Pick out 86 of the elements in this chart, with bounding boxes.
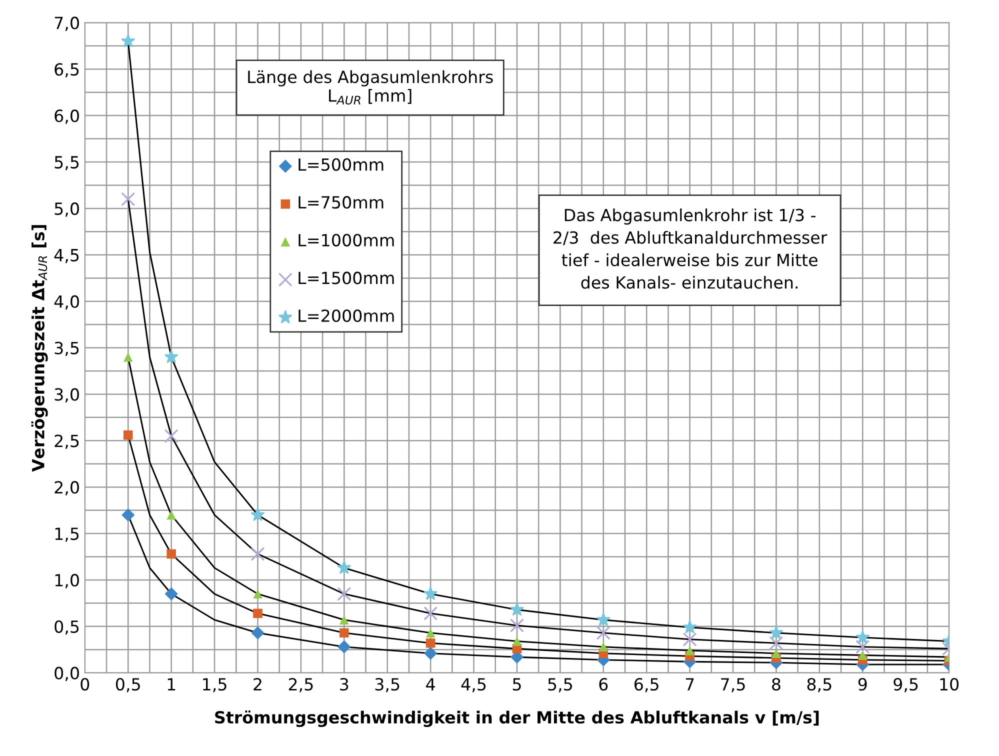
x-tick-label: 5 — [512, 678, 521, 691]
legend-label: L=2000mm — [298, 309, 394, 322]
x-tick-label: 6,5 — [634, 678, 658, 692]
point — [510, 602, 524, 616]
point — [250, 546, 265, 561]
y-tick-label: 2,0 — [54, 481, 79, 496]
point — [598, 642, 608, 652]
x-tick-label: 3,5 — [375, 678, 400, 692]
x-tick-label: 6 — [599, 678, 608, 691]
y-tick-label: 6,0 — [54, 110, 79, 124]
y-tick-label: 5,5 — [54, 156, 79, 170]
y-tick-label: 1,0 — [55, 574, 79, 588]
x-tick-label: 4,5 — [461, 678, 486, 692]
point — [769, 626, 783, 639]
x-tick-label: 9,5 — [894, 678, 918, 692]
legend-label: L=500mm — [298, 158, 384, 171]
y-tick-label: 1,5 — [55, 528, 79, 542]
point — [339, 628, 349, 638]
point — [856, 640, 870, 654]
y-tick-label: 7,0 — [54, 16, 79, 31]
point — [424, 646, 438, 660]
y-tick-label: 4,5 — [54, 249, 79, 264]
point — [164, 587, 178, 600]
x-tick-label: 8 — [772, 678, 780, 691]
point — [339, 615, 349, 625]
x-tick-label: 2 — [254, 678, 262, 690]
point — [337, 586, 352, 601]
point — [856, 630, 870, 644]
point — [123, 352, 133, 362]
point — [166, 510, 176, 520]
point — [772, 648, 781, 658]
point — [512, 636, 522, 646]
point — [769, 636, 784, 650]
y-tick-label: 4,0 — [54, 295, 79, 310]
y-tick-label: 5,0 — [54, 202, 79, 217]
x-tick-label: 8,5 — [807, 678, 832, 692]
y-tick-label: 0,0 — [54, 666, 79, 682]
y-tick-label: 3,0 — [54, 388, 79, 402]
point — [123, 430, 133, 440]
point — [253, 589, 262, 599]
x-tick-label: 2,5 — [288, 678, 313, 692]
point — [685, 646, 694, 656]
point — [121, 34, 135, 48]
x-tick-label: 3 — [340, 678, 348, 691]
point — [596, 626, 610, 640]
y-tick-label: 3,5 — [54, 342, 79, 356]
legend-title: Länge des Abgasumlenkrohrs L$_{AUR}$ [mm] — [248, 70, 493, 105]
point — [251, 626, 264, 640]
point — [682, 632, 697, 646]
y-axis-title: Verzögerungszeit Δt$_{AUR}$ [s] — [31, 225, 48, 472]
x-tick-label: 1,5 — [203, 678, 226, 692]
x-tick-label: 7,5 — [721, 678, 745, 692]
x-tick-label: 0,5 — [116, 678, 140, 692]
point — [683, 620, 697, 634]
x-tick-label: 7 — [686, 678, 694, 690]
point — [426, 638, 436, 648]
y-tick-label: 6,5 — [54, 63, 79, 78]
point — [337, 560, 351, 574]
legend-label: L=1500mm — [298, 272, 394, 284]
x-axis-title: Strömungsgeschwindigkeit in der Mitte des Abluftkanals v [m/s] — [215, 710, 819, 727]
point — [253, 608, 262, 618]
point — [164, 428, 178, 444]
point — [596, 612, 610, 626]
x-tick-label: 5,5 — [548, 678, 572, 692]
legend-label: L=750mm — [298, 196, 384, 209]
x-tick-label: 4 — [426, 678, 435, 690]
point — [424, 586, 438, 600]
point — [166, 549, 176, 559]
point — [164, 350, 178, 363]
point — [510, 618, 524, 633]
point — [424, 606, 438, 620]
x-tick-label: 0 — [80, 678, 90, 691]
annotation: Das Abgasumlenkrohr ist 1/3 - 2/3 des Abluftkanaldurchmesser tief - idealerweise bis zur Mitte des Kanals- einzutauchen. — [554, 208, 828, 289]
x-tick-label: 10 — [940, 678, 959, 691]
legend-label: L=1000mm — [298, 234, 394, 246]
x-tick-label: 1 — [168, 678, 176, 690]
y-tick-label: 0,5 — [54, 620, 79, 635]
point — [121, 192, 136, 206]
point — [338, 640, 351, 654]
x-tick-label: 9 — [858, 678, 867, 691]
point — [122, 508, 135, 522]
point — [426, 628, 436, 638]
line-series — [127, 198, 950, 650]
y-tick-label: 2,5 — [54, 434, 79, 449]
point — [251, 508, 264, 521]
point — [858, 650, 868, 660]
